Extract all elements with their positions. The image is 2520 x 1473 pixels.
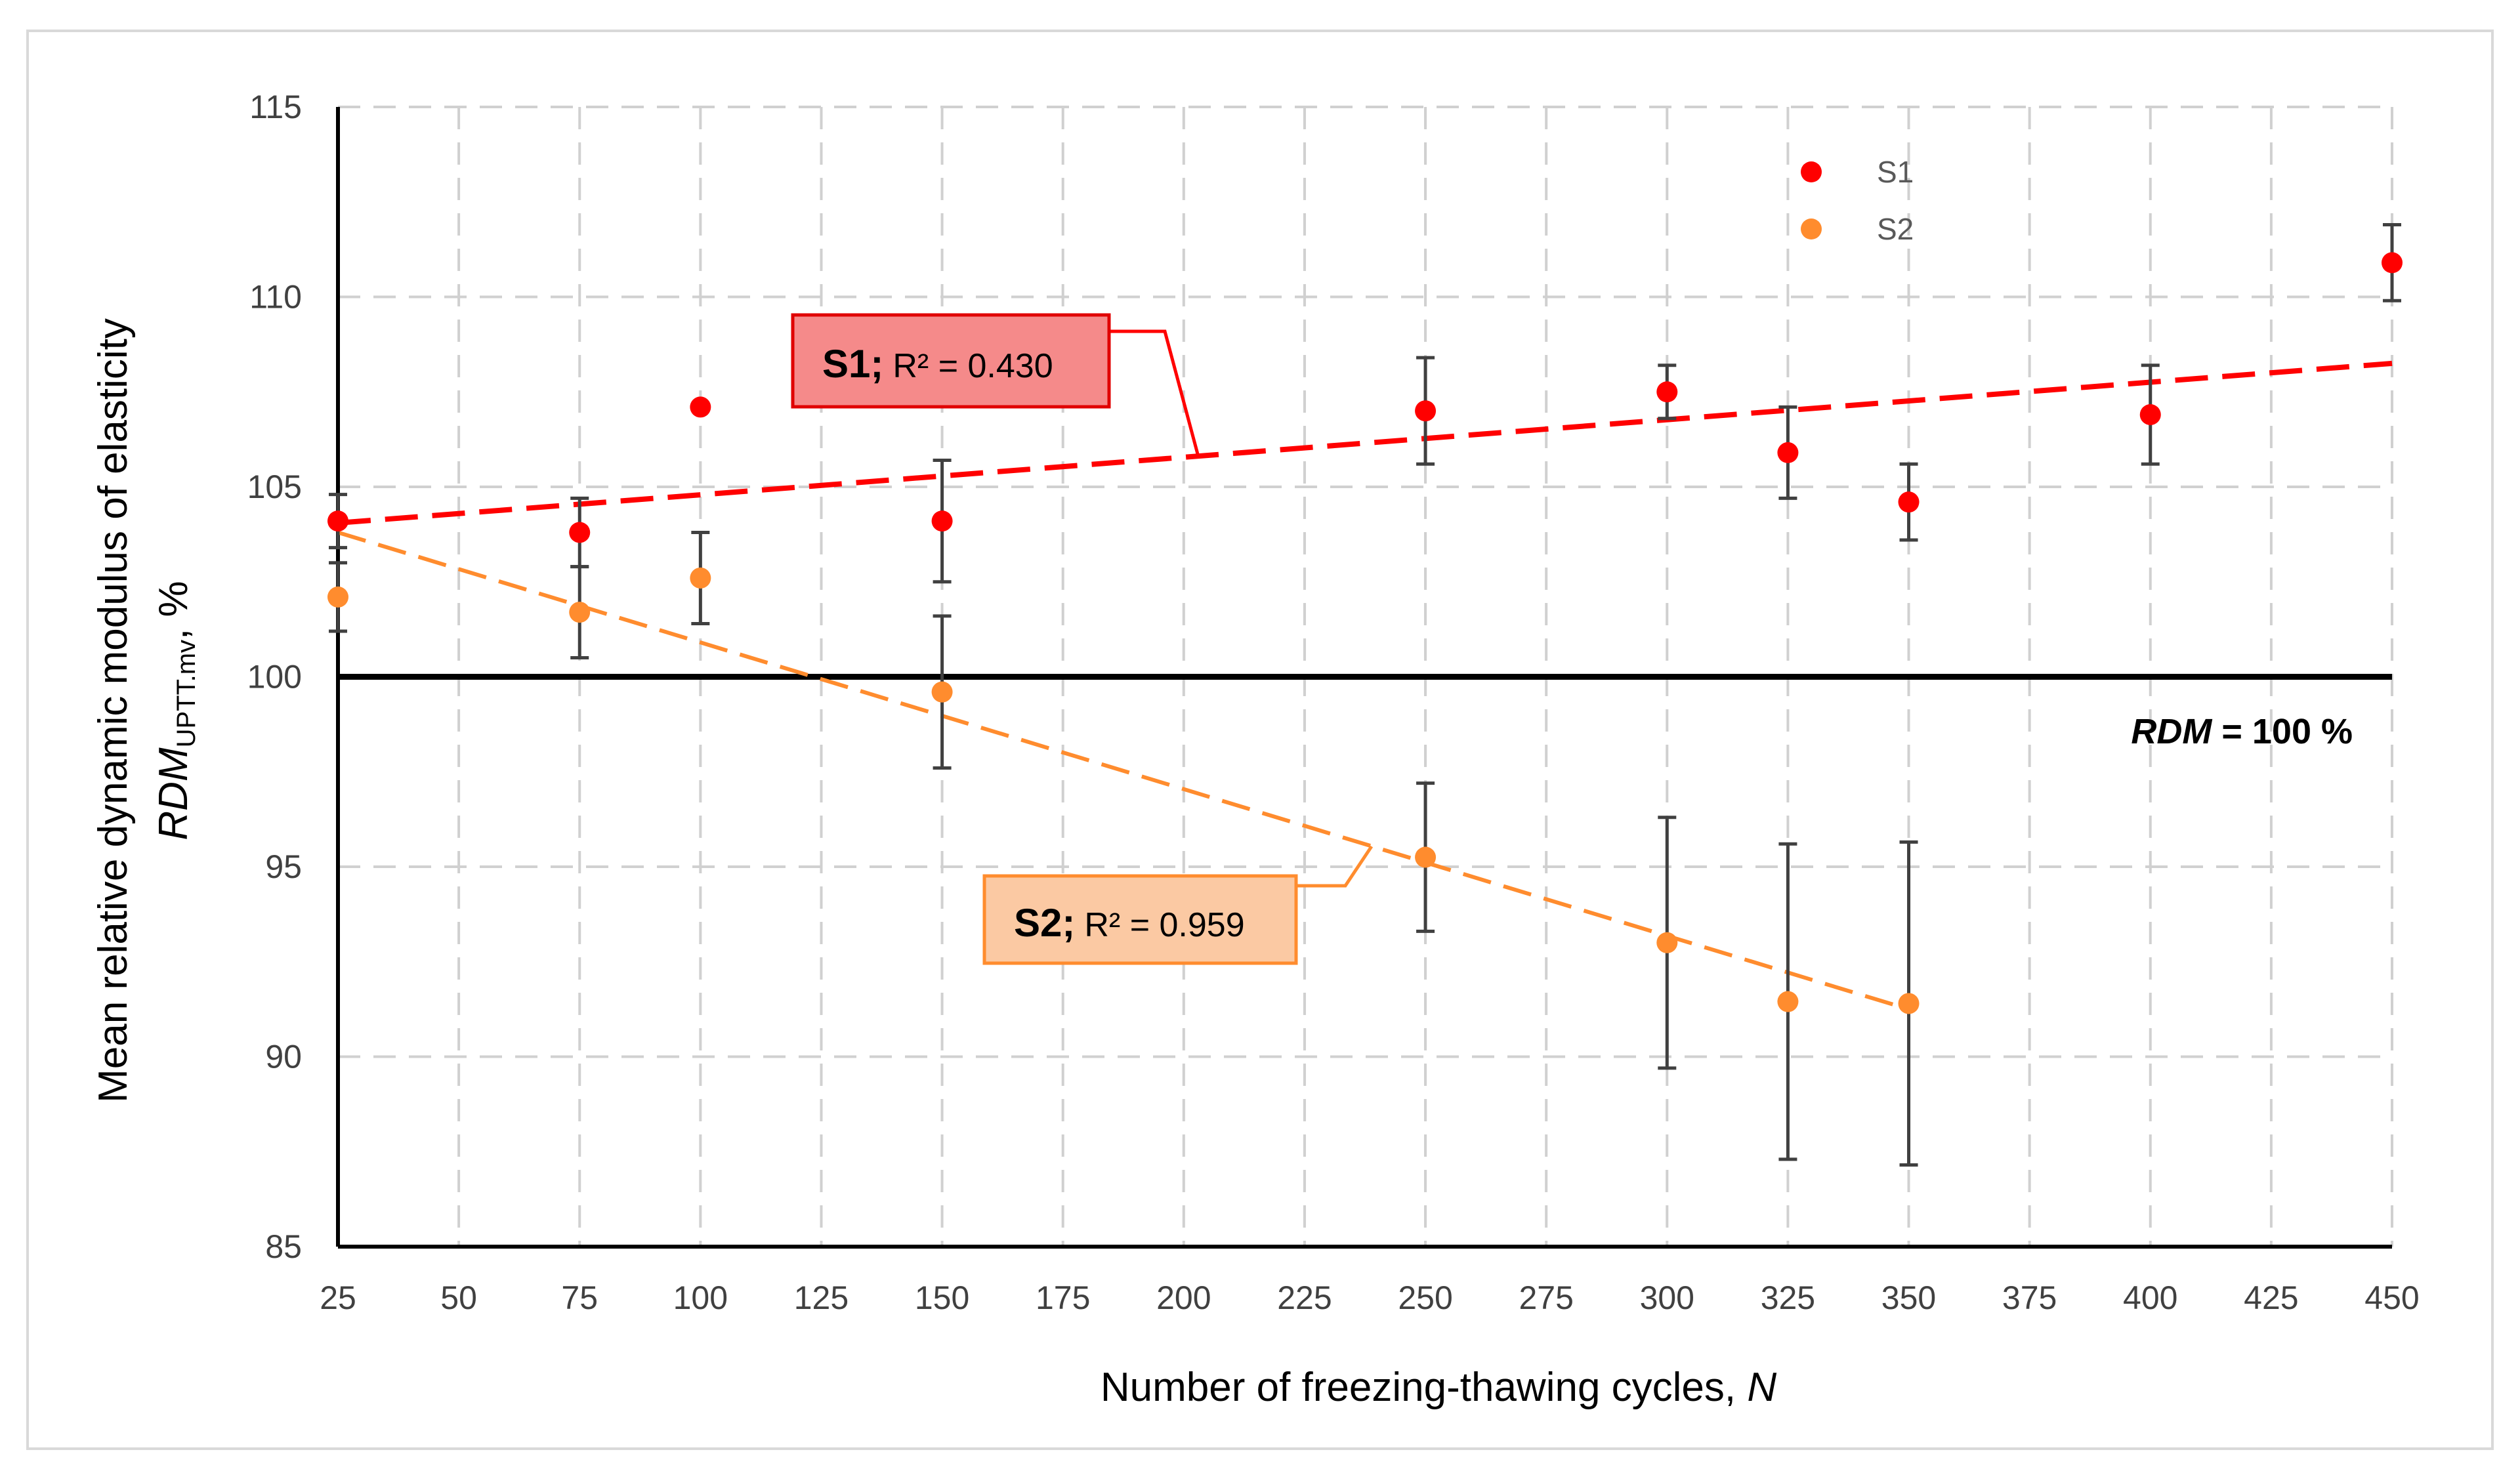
callout-s1-text: S1; R² = 0.430 xyxy=(822,342,1053,386)
y-tick-label: 110 xyxy=(249,279,302,316)
data-point-s2 xyxy=(569,602,591,623)
x-axis-title-var: N xyxy=(1747,1365,1776,1410)
x-tick-label: 400 xyxy=(2123,1279,2177,1316)
data-point-s2 xyxy=(1415,846,1437,868)
data-point-s2 xyxy=(1777,991,1799,1012)
x-tick-label: 25 xyxy=(320,1279,356,1316)
y-tick-label: 85 xyxy=(265,1228,302,1265)
callout-s2-box xyxy=(982,874,1298,965)
x-tick-label: 275 xyxy=(1519,1279,1573,1316)
x-tick-label: 175 xyxy=(1036,1279,1090,1316)
tick-labels: 25 50 75 100 125 150 175 200 225 250 275 300 325 350 3… xyxy=(247,89,2420,1316)
ref-label-var: RDM xyxy=(2131,712,2212,751)
data-point-s1 xyxy=(931,510,953,532)
data-point-s1 xyxy=(1777,442,1799,463)
x-axis-title-text: Number of freezing-thawing cycles, xyxy=(1101,1365,1748,1410)
data-point-s1 xyxy=(1898,491,1920,513)
trendline-s1 xyxy=(337,360,2393,526)
error-bars xyxy=(329,222,2401,1167)
callout-s1-box xyxy=(791,313,1111,409)
x-axis-title: Number of freezing-thawing cycles, N xyxy=(1101,1365,1777,1410)
legend-label-s2: S2 xyxy=(1877,212,1914,246)
x-tick-label: 250 xyxy=(1398,1279,1452,1316)
ref-label-rest: = 100 % xyxy=(2212,712,2353,751)
y-axis-title: Mean relative dynamic modulus of elastic… xyxy=(91,318,201,1103)
x-tick-label: 300 xyxy=(1640,1279,1694,1316)
callout-s2-r2: R² = 0.959 xyxy=(1084,906,1244,944)
data-point-s1 xyxy=(1415,400,1437,422)
y-axis-title-line2: RDMUPTT.mv, % xyxy=(151,581,201,840)
chart-frame xyxy=(26,30,2494,1450)
y-axis-title-var: RDM xyxy=(151,747,196,840)
callout-s2-series: S2 xyxy=(1014,901,1062,945)
data-point-s2 xyxy=(1656,932,1678,953)
y-tick-label: 90 xyxy=(265,1039,302,1075)
legend: S1 S2 xyxy=(1801,155,1914,246)
y-axis-title-line1: Mean relative dynamic modulus of elastic… xyxy=(91,318,136,1103)
data-point-s2 xyxy=(327,586,348,608)
legend-label-s1: S1 xyxy=(1877,155,1914,189)
x-tick-label: 125 xyxy=(794,1279,849,1316)
callout-s2-leader xyxy=(1296,845,1374,888)
legend-marker-s2 xyxy=(1801,218,1822,239)
x-tick-label: 50 xyxy=(440,1279,477,1316)
data-point-s1 xyxy=(2382,252,2403,274)
callout-s1-r2: R² = 0.430 xyxy=(892,347,1053,385)
data-point-s2 xyxy=(1898,993,1920,1014)
data-point-s1 xyxy=(1656,381,1678,403)
data-points xyxy=(327,252,2403,1014)
callout-s2: S2; R² = 0.959 xyxy=(982,845,1374,965)
y-tick-label: 115 xyxy=(249,89,302,125)
y-tick-label: 105 xyxy=(247,468,302,505)
x-tick-label: 325 xyxy=(1761,1279,1815,1316)
y-axis-title-sub: UPTT.mv xyxy=(172,640,201,747)
trendline-s2 xyxy=(337,530,1910,1011)
x-tick-label: 375 xyxy=(2002,1279,2057,1316)
trendlines xyxy=(337,360,2393,1011)
x-tick-label: 150 xyxy=(915,1279,969,1316)
y-tick-label: 100 xyxy=(247,659,302,695)
x-tick-label: 225 xyxy=(1277,1279,1332,1316)
y-tick-label: 95 xyxy=(265,848,302,885)
data-point-s1 xyxy=(569,522,591,543)
callout-s1: S1; R² = 0.430 xyxy=(791,313,1200,455)
x-tick-label: 450 xyxy=(2364,1279,2419,1316)
data-point-s1 xyxy=(2139,404,2161,425)
x-tick-label: 75 xyxy=(561,1279,598,1316)
callout-s2-text: S2; R² = 0.959 xyxy=(1014,901,1245,945)
x-tick-label: 100 xyxy=(673,1279,728,1316)
reference-line-label: RDM = 100 % xyxy=(2131,712,2353,751)
x-tick-label: 200 xyxy=(1156,1279,1211,1316)
callout-s1-series: S1 xyxy=(822,342,870,386)
data-point-s2 xyxy=(690,567,711,589)
data-point-s1 xyxy=(327,510,348,532)
legend-marker-s1 xyxy=(1801,161,1822,182)
x-tick-label: 350 xyxy=(1881,1279,1936,1316)
data-point-s1 xyxy=(690,396,711,418)
axes xyxy=(336,107,2392,1249)
callout-s1-leader xyxy=(1109,329,1200,455)
y-axis-title-unit: , % xyxy=(151,581,196,640)
x-tick-label: 425 xyxy=(2244,1279,2298,1316)
data-point-s2 xyxy=(931,681,953,703)
